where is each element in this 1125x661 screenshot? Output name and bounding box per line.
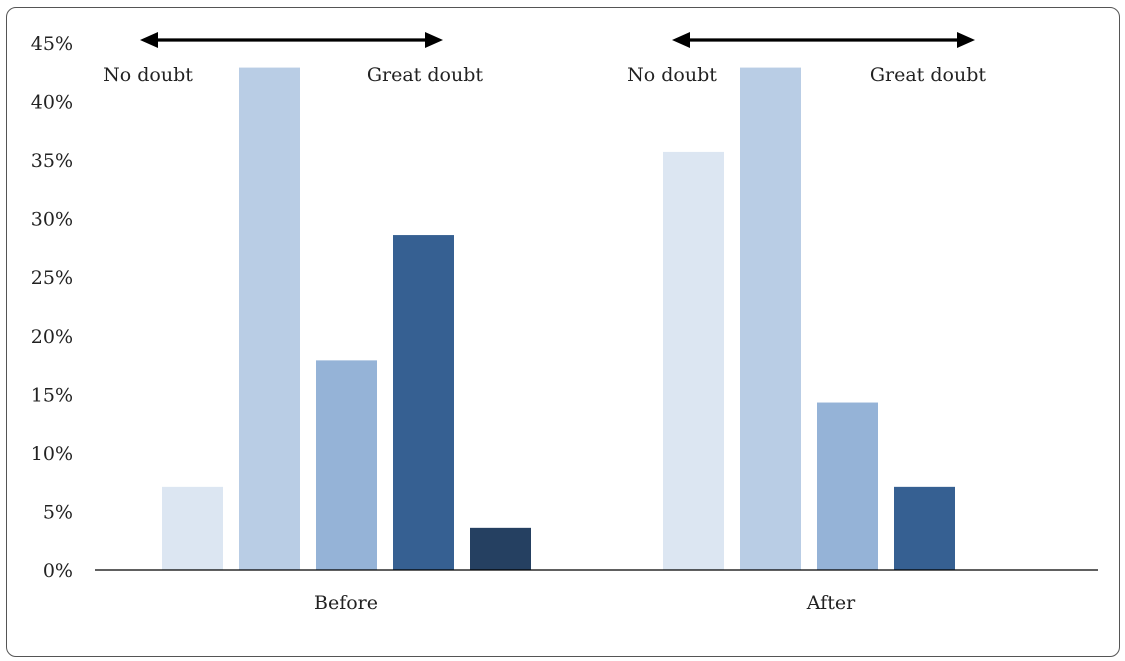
- y-tick-label: 5%: [43, 501, 73, 523]
- bars: [162, 67, 955, 571]
- bar: [663, 151, 724, 570]
- doubt-scale-arrow: [672, 32, 975, 48]
- y-axis-ticks: 0% 5% 10% 15% 20% 25% 30% 35% 40% 45%: [31, 33, 73, 582]
- annotation-no-doubt: No doubt: [103, 64, 193, 86]
- bar: [162, 486, 223, 570]
- y-tick-label: 45%: [31, 33, 73, 55]
- y-tick-label: 20%: [31, 326, 73, 348]
- y-tick-label: 15%: [31, 384, 73, 406]
- bar: [316, 360, 377, 570]
- x-category-label: Before: [314, 592, 378, 614]
- bar: [393, 235, 454, 570]
- annotation-great-doubt: Great doubt: [367, 64, 484, 86]
- bar: [470, 527, 531, 570]
- bar: [817, 402, 878, 570]
- y-tick-label: 25%: [31, 267, 73, 289]
- annotation-no-doubt: No doubt: [627, 64, 717, 86]
- y-tick-label: 10%: [31, 443, 73, 465]
- bar: [239, 67, 300, 571]
- x-axis-categories: Before After: [314, 592, 856, 614]
- annotation-great-doubt: Great doubt: [870, 64, 987, 86]
- annotations: No doubt Great doubt No doubt Great doubt: [103, 32, 986, 86]
- y-tick-label: 30%: [31, 209, 73, 231]
- y-tick-label: 40%: [31, 92, 73, 114]
- bar: [740, 67, 801, 571]
- doubt-scale-arrow: [140, 32, 443, 48]
- x-category-label: After: [806, 592, 856, 614]
- y-tick-label: 0%: [43, 560, 73, 582]
- y-tick-label: 35%: [31, 150, 73, 172]
- bar: [894, 486, 955, 570]
